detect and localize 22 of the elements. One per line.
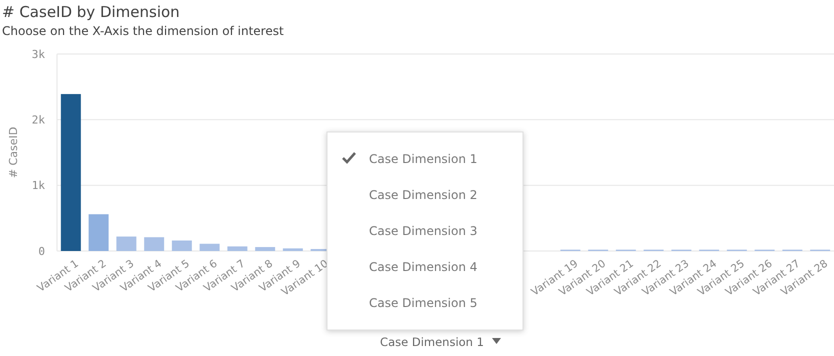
bar <box>255 247 276 251</box>
bar <box>116 236 136 251</box>
chart-title: # CaseID by Dimension <box>2 3 180 21</box>
annotation: Case Dimension 1 <box>369 152 478 166</box>
y-tick-label: 1k <box>32 179 46 192</box>
chart-subtitle: Choose on the X-Axis the dimension of interest <box>2 24 284 38</box>
annotation: Case Dimension 2 <box>369 188 478 202</box>
bar <box>227 246 248 251</box>
y-tick-label: 3k <box>32 48 46 61</box>
bar <box>200 244 220 251</box>
y-tick-label: 0 <box>38 244 45 258</box>
x-axis-title: Case Dimension 1 <box>380 335 484 349</box>
bar <box>144 237 164 251</box>
annotation: Case Dimension 3 <box>369 224 478 238</box>
bar <box>60 94 81 251</box>
y-tick-label: 2k <box>32 114 46 127</box>
y-axis-title: # CaseID <box>7 126 20 178</box>
text: Case Dimension 5 <box>369 296 478 310</box>
bar <box>282 248 303 251</box>
text: Case Dimension 4 <box>369 260 478 274</box>
bar <box>172 240 192 251</box>
bar <box>88 214 109 251</box>
